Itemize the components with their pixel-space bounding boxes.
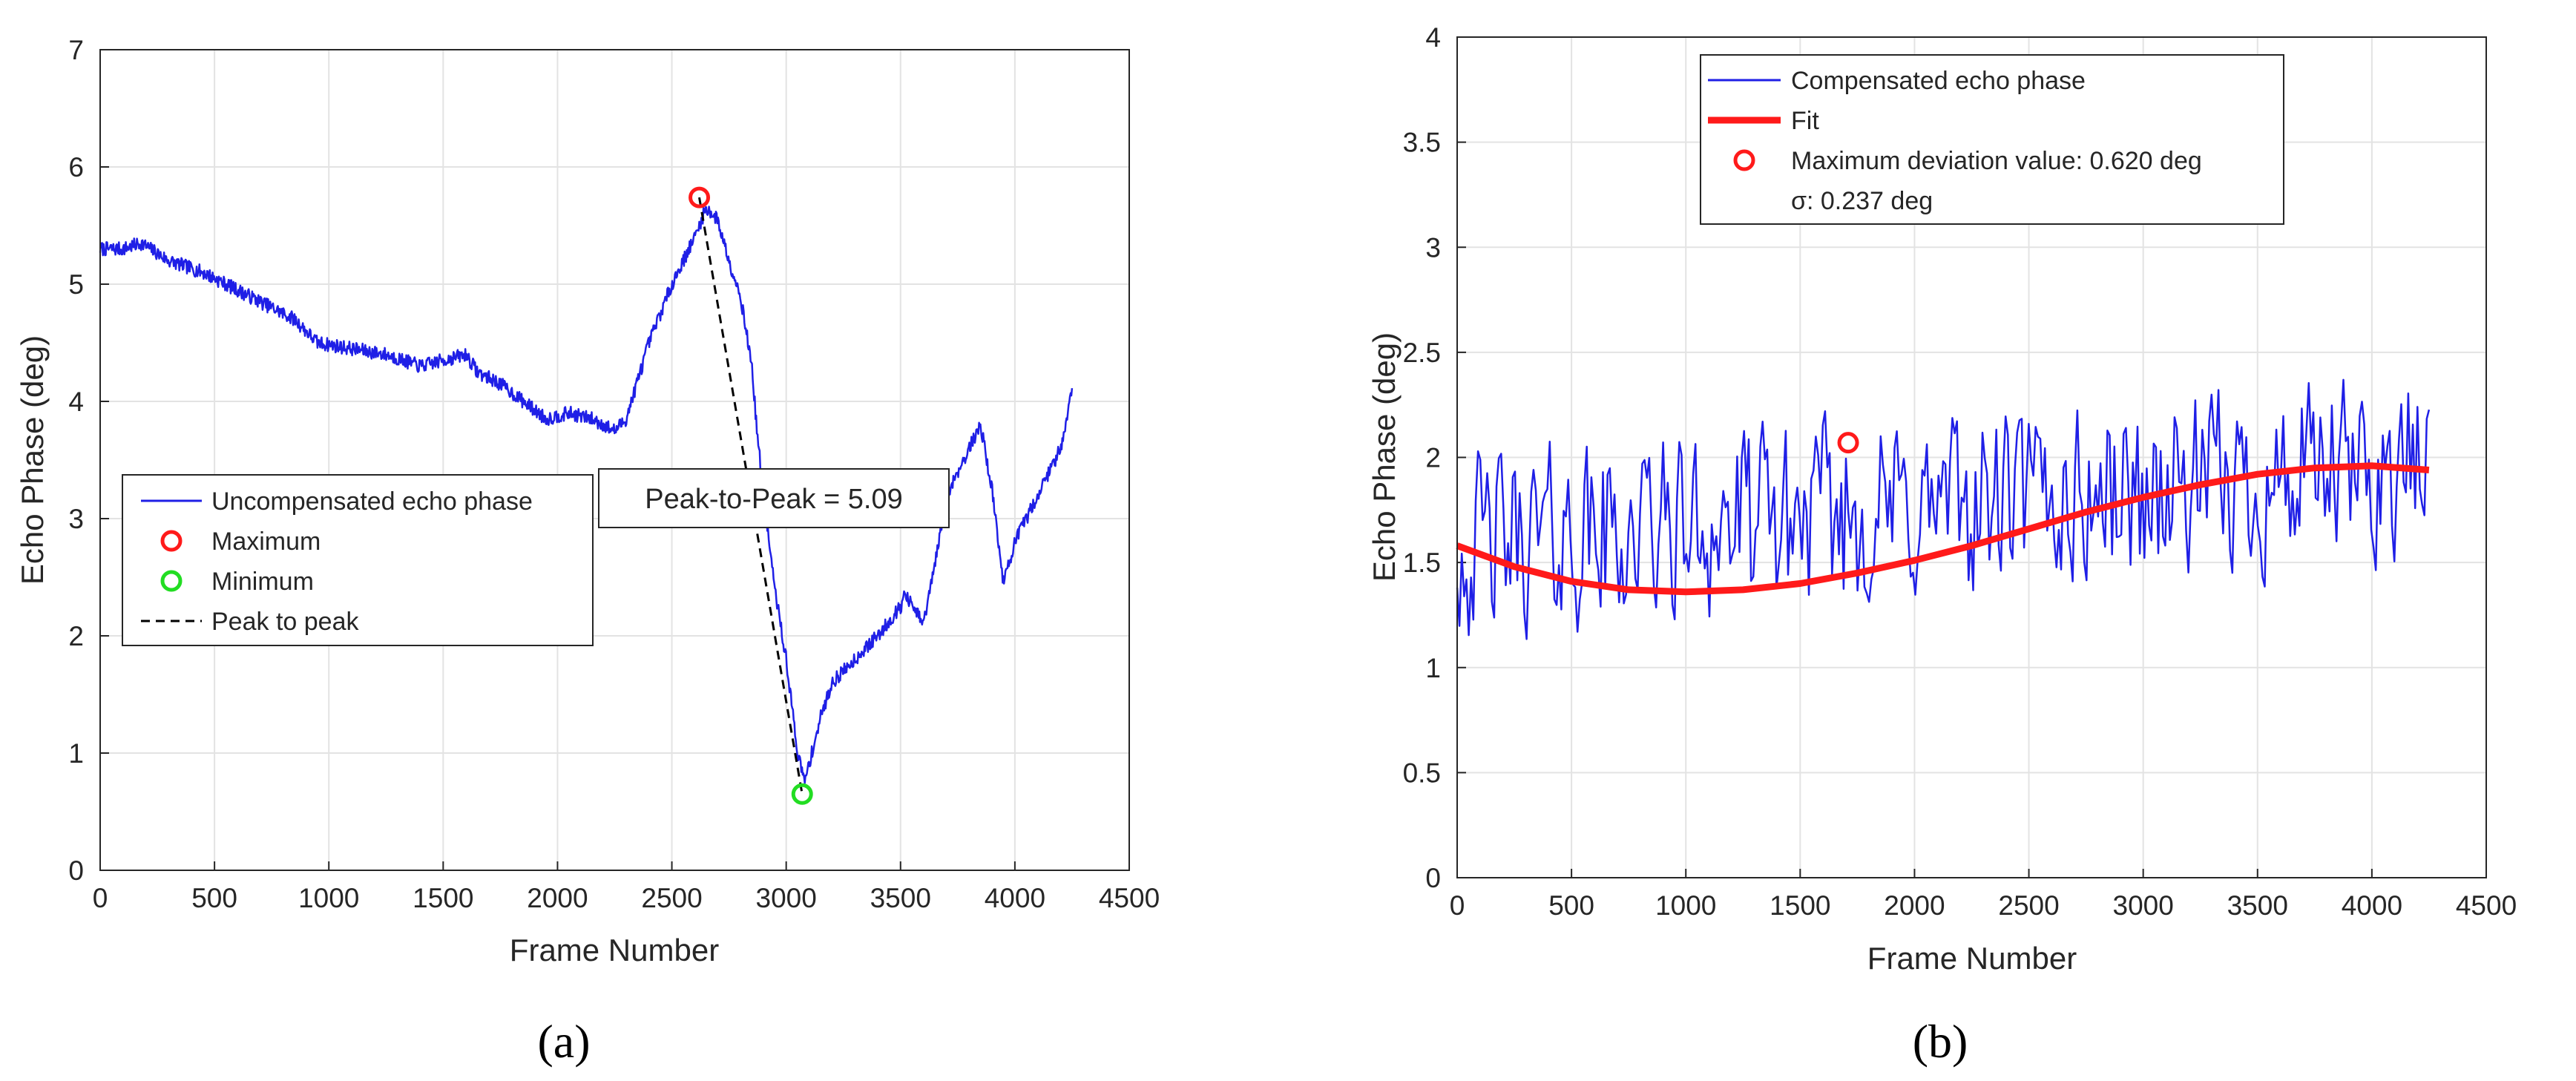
x-tick-label: 3000 xyxy=(2113,890,2174,921)
series-compensated-echo-phase xyxy=(1456,378,2431,640)
chart-b-ticks: 0 500 1000 1500 2000 2500 3000 3500 4000 4500 0 0.5… xyxy=(1403,22,2517,921)
marker-maximum xyxy=(689,186,711,208)
x-tick-label: 1000 xyxy=(298,883,359,913)
y-tick-label: 2 xyxy=(1425,443,1441,473)
chart-a-xlabel: Frame Number xyxy=(510,933,719,967)
x-tick-label: 1500 xyxy=(1770,890,1830,921)
series-fit xyxy=(1456,462,2430,596)
x-tick-label: 4000 xyxy=(2342,890,2402,921)
legend-label-compensated: Compensated echo phase xyxy=(1791,67,2086,95)
chart-a-plot-area xyxy=(100,50,1129,870)
x-tick-label: 0 xyxy=(1450,890,1465,921)
peak-to-peak-annotation-text: Peak-to-Peak = 5.09 xyxy=(645,484,903,515)
chart-b-ylabel: Echo Phase (deg) xyxy=(1367,332,1402,582)
chart-b-xlabel: Frame Number xyxy=(1867,941,2077,976)
y-tick-label: 2 xyxy=(68,621,84,651)
y-tick-label: 1.5 xyxy=(1403,548,1441,578)
y-tick-label: 4 xyxy=(68,387,84,417)
x-tick-label: 2500 xyxy=(641,883,702,913)
x-tick-label: 2000 xyxy=(527,883,588,913)
legend-label-peak-to-peak: Peak to peak xyxy=(211,608,359,636)
chart-a-legend: Uncompensated echo phase Maximum Minimum… xyxy=(122,474,594,646)
chart-b-series xyxy=(1456,378,2431,640)
peak-to-peak-annotation: Peak-to-Peak = 5.09 xyxy=(598,468,950,528)
chart-a-ticks: 0 500 1000 1500 2000 2500 3000 3500 4000 4500 0 1 2 3… xyxy=(68,35,1160,913)
y-tick-label: 4 xyxy=(1425,22,1441,53)
y-tick-label: 3 xyxy=(68,504,84,534)
y-tick-label: 0 xyxy=(1425,863,1441,893)
x-tick-label: 4500 xyxy=(1099,883,1160,913)
y-tick-label: 3 xyxy=(1425,232,1441,263)
legend-label-fit: Fit xyxy=(1791,107,1819,135)
peak-to-peak-annotation-box xyxy=(598,468,950,528)
x-tick-label: 4500 xyxy=(2456,890,2517,921)
legend-label-sigma: σ: 0.237 deg xyxy=(1791,187,1933,215)
chart-a-axes-box xyxy=(99,49,1130,871)
x-tick-label: 2500 xyxy=(1998,890,2059,921)
chart-b-sublabel: (b) xyxy=(1913,1015,1968,1068)
legend-label-minimum: Minimum xyxy=(211,568,314,596)
legend-label-maximum: Maximum xyxy=(211,528,321,556)
chart-b-legend-box xyxy=(1700,54,2284,225)
x-tick-label: 1500 xyxy=(413,883,473,913)
marker-minimum xyxy=(791,783,813,805)
x-tick-label: 4000 xyxy=(985,883,1045,913)
legend-label-max-deviation: Maximum deviation value: 0.620 deg xyxy=(1791,147,2202,175)
legend-label-uncompensated: Uncompensated echo phase xyxy=(211,487,533,516)
x-tick-label: 3500 xyxy=(2227,890,2288,921)
legend-marker-minimum xyxy=(160,570,183,592)
y-tick-label: 5 xyxy=(68,269,84,300)
chart-b-axes-box xyxy=(1456,36,2487,878)
marker-maximum-deviation-value-0-620-deg xyxy=(1837,432,1859,454)
y-tick-label: 1 xyxy=(1425,653,1441,683)
chart-a-ylabel: Echo Phase (deg) xyxy=(15,335,50,585)
x-tick-label: 500 xyxy=(1548,890,1594,921)
y-tick-label: 0.5 xyxy=(1403,758,1441,788)
legend-marker-maximum xyxy=(160,530,183,552)
y-tick-label: 3.5 xyxy=(1403,128,1441,158)
x-tick-label: 3000 xyxy=(756,883,817,913)
y-tick-label: 1 xyxy=(68,738,84,769)
chart-a-sublabel: (a) xyxy=(537,1015,590,1068)
chart-b: 0 500 1000 1500 2000 2500 3000 3500 4000 4500 0 0.5… xyxy=(1367,22,2517,1068)
chart-a-legend-box xyxy=(122,474,594,646)
x-tick-label: 3500 xyxy=(870,883,931,913)
x-tick-label: 2000 xyxy=(1884,890,1945,921)
chart-b-legend: Compensated echo phase Fit Maximum devia… xyxy=(1700,54,2284,225)
y-tick-label: 0 xyxy=(68,855,84,886)
y-tick-label: 6 xyxy=(68,152,84,183)
series-uncompensated-echo-phase xyxy=(99,206,1074,784)
x-tick-label: 0 xyxy=(93,883,108,913)
chart-a: 0 500 1000 1500 2000 2500 3000 3500 4000 4500 0 1 2 3… xyxy=(15,35,1160,1068)
y-tick-label: 7 xyxy=(68,35,84,65)
x-tick-label: 1000 xyxy=(1655,890,1716,921)
legend-marker-max-deviation xyxy=(1733,149,1755,171)
x-tick-label: 500 xyxy=(191,883,237,913)
y-tick-label: 2.5 xyxy=(1403,338,1441,368)
